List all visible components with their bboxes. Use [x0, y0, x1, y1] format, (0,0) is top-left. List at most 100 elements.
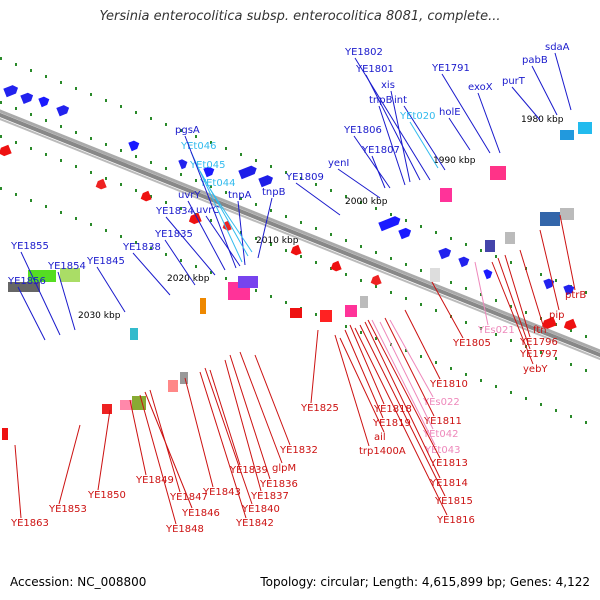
gene-label-upper: YE1835 — [154, 229, 193, 240]
tick-dot-lower-inner — [135, 189, 137, 192]
gene-arrow-lower — [370, 274, 382, 286]
gene-arrow-upper — [38, 96, 50, 108]
gene-arrow-upper — [543, 278, 555, 290]
gene-label-lower: YE1840 — [241, 504, 280, 515]
tick-dot-lower-inner — [420, 303, 422, 306]
tick-dot-upper-outer — [495, 255, 497, 258]
feature-block — [578, 122, 592, 134]
tick-dot-lower-inner — [435, 309, 437, 312]
tick-dot-upper-inner — [450, 281, 452, 284]
tick-dot-upper-outer — [405, 219, 407, 222]
tick-dot-lower-outer — [510, 391, 512, 394]
leader-line-upper — [17, 286, 46, 341]
gene-label-lower: YE1818 — [373, 404, 412, 415]
tick-dot-upper-outer — [150, 117, 152, 120]
gene-arrow-lower — [563, 318, 577, 331]
tick-dot-lower-outer — [15, 193, 17, 196]
leader-line-lower — [389, 319, 434, 398]
tick-dot-upper-outer — [210, 141, 212, 144]
tick-dot-upper-outer — [315, 183, 317, 186]
tick-dot-upper-inner — [375, 251, 377, 254]
tick-label: 2030 kbp — [78, 311, 121, 321]
tick-dot-upper-inner — [255, 203, 257, 206]
leader-line-upper — [132, 252, 171, 296]
gene-label-upper: YE1834 — [155, 206, 194, 217]
gene-arrow-lower — [290, 244, 302, 256]
tick-dot-lower-outer — [60, 211, 62, 214]
leader-line-upper — [295, 182, 341, 216]
feature-block — [8, 282, 40, 292]
tick-dot-lower-inner — [390, 291, 392, 294]
tick-dot-upper-outer — [270, 165, 272, 168]
tick-dot-upper-outer — [585, 291, 587, 294]
gene-label-lower: YEt043 — [424, 445, 460, 456]
gene-label-lower: YE1848 — [165, 524, 204, 535]
tick-dot-lower-inner — [150, 195, 152, 198]
gene-label-upper: uvrY — [178, 190, 201, 201]
feature-block — [430, 268, 440, 282]
tick-dot-upper-inner — [105, 143, 107, 146]
leader-line-lower — [204, 367, 253, 505]
tick-dot-upper-outer — [90, 93, 92, 96]
tick-dot-upper-outer — [180, 129, 182, 132]
tick-dot-upper-outer — [45, 75, 47, 78]
tick-dot-lower-inner — [345, 273, 347, 276]
tick-dot-upper-inner — [0, 101, 2, 104]
gene-label-lower: YEs021 — [477, 325, 515, 336]
gene-arrow-upper — [128, 140, 140, 152]
gene-label-upper: xis — [381, 80, 395, 91]
gene-label-upper: YE1791 — [431, 63, 470, 74]
tick-dot-upper-inner — [480, 293, 482, 296]
tick-dot-upper-inner — [210, 185, 212, 188]
tick-dot-lower-outer — [435, 361, 437, 364]
gene-arrow-upper — [483, 269, 493, 280]
backbone-bottom — [0, 117, 600, 361]
tick-dot-lower-outer — [570, 415, 572, 418]
gene-arrow-upper — [3, 85, 18, 98]
leader-line-lower — [371, 319, 436, 446]
tick-dot-lower-inner — [90, 171, 92, 174]
feature-block — [238, 276, 258, 288]
tick-dot-upper-outer — [300, 177, 302, 180]
gene-arrow-upper — [203, 166, 215, 178]
gene-label-upper: tnpB — [369, 95, 393, 106]
gene-arrow-upper — [56, 105, 70, 117]
leader-line-upper — [441, 73, 491, 154]
tick-dot-lower-inner — [375, 285, 377, 288]
tick-dot-lower-outer — [480, 379, 482, 382]
leader-line-upper — [190, 151, 243, 263]
tick-dot-lower-inner — [555, 357, 557, 360]
gene-label-lower: YE1832 — [279, 445, 318, 456]
leader-line-upper — [187, 200, 226, 271]
tick-label: 2010 kbp — [256, 236, 299, 246]
tick-dot-lower-inner — [510, 339, 512, 342]
gene-label-lower: YEs022 — [422, 397, 460, 408]
leader-line-lower — [334, 334, 370, 447]
gene-label-lower: YE1863 — [10, 518, 49, 529]
leader-line-lower — [359, 324, 446, 497]
feature-block — [132, 396, 146, 410]
gene-arrow-upper — [438, 247, 452, 260]
leader-line-upper — [511, 86, 541, 121]
feature-block — [440, 188, 452, 202]
tick-dot-lower-inner — [15, 141, 17, 144]
leader-line-lower — [497, 257, 531, 350]
leader-line-lower — [58, 424, 81, 505]
gene-label-lower: YE1837 — [250, 491, 289, 502]
tick-dot-upper-outer — [135, 111, 137, 114]
tick-dot-upper-outer — [465, 243, 467, 246]
leader-line-upper — [184, 135, 237, 269]
tick-dot-lower-inner — [180, 207, 182, 210]
tick-dot-upper-inner — [525, 311, 527, 314]
tick-dot-lower-outer — [525, 397, 527, 400]
leader-line-lower — [144, 391, 193, 509]
feature-block — [320, 310, 332, 322]
feature-block — [130, 328, 138, 340]
leader-line-upper — [237, 200, 246, 266]
leader-line-lower — [364, 321, 441, 479]
tick-dot-lower-outer — [255, 289, 257, 292]
tick-dot-upper-inner — [195, 179, 197, 182]
gene-label-lower: YE1819 — [372, 418, 411, 429]
tick-dot-lower-outer — [465, 373, 467, 376]
